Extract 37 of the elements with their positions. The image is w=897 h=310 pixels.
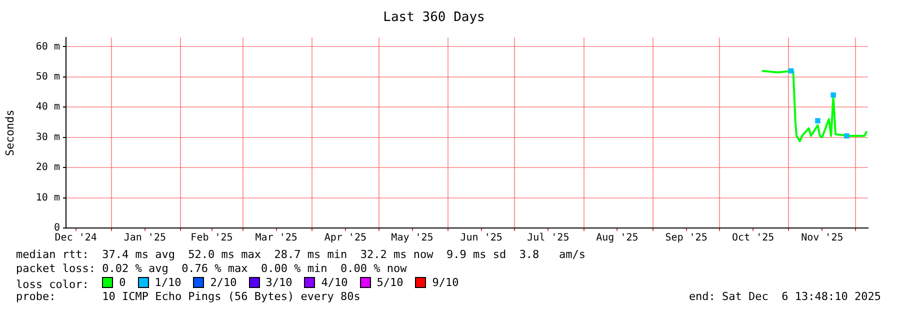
y-tick-label: 20 m [36,162,60,174]
y-tick-label: 0 [54,222,60,234]
x-tick-label: May '25 [391,232,434,244]
text: median rtt: 37.4 ms avg 52.0 ms max 28.7 ms min 32.2 ms now 9.9 ms sd 3.8 am/s [16,248,586,261]
legend-label: 9/10 [432,276,459,289]
text: packet loss: 0.02 % avg 0.76 % max 0.00 % min 0.00 % now [16,262,407,275]
x-tick-label: Sep '25 [665,232,708,244]
x-tick-label: Apr '25 [324,232,366,244]
x-tick-label: Jan '25 [124,232,166,244]
legend-label: 1/10 [154,276,182,289]
legend-label: 3/10 [266,276,292,289]
y-axis-title: Seconds [3,110,16,156]
y-tick-label: 40 m [36,102,60,113]
x-tick-label: Jun '25 [460,232,502,244]
point [830,92,836,98]
y-tick-label: 10 m [36,192,60,204]
x-tick-label: Dec '24 [54,232,97,244]
point [788,68,794,74]
point [815,118,820,124]
legend-title: loss color: [16,278,90,291]
x-tick-label: Mar '25 [255,232,298,244]
point [844,133,850,138]
x-tick-label: Aug '25 [596,232,638,244]
y-tick-label: 30 m [36,132,60,143]
y-tick-label: 50 m [36,71,60,82]
legend-label: 2/10 [210,276,237,289]
y-tick-label: 60 m [36,41,60,52]
legend-label: 5/10 [376,276,404,289]
legend-label: 0 [119,276,126,289]
text: end: Sat Dec 6 13:48:10 2025 [688,290,881,303]
x-tick-label: Nov '25 [801,232,844,244]
x-tick-label: Jul '25 [527,232,570,244]
chart-title: Last 360 Days [383,10,485,26]
x-tick-label: Feb '25 [190,232,233,244]
legend-label: 4/10 [321,276,348,289]
x-tick-label: Oct '25 [732,232,774,244]
text: probe: 10 ICMP Echo Pings (56 Bytes) every 80s [16,290,360,303]
